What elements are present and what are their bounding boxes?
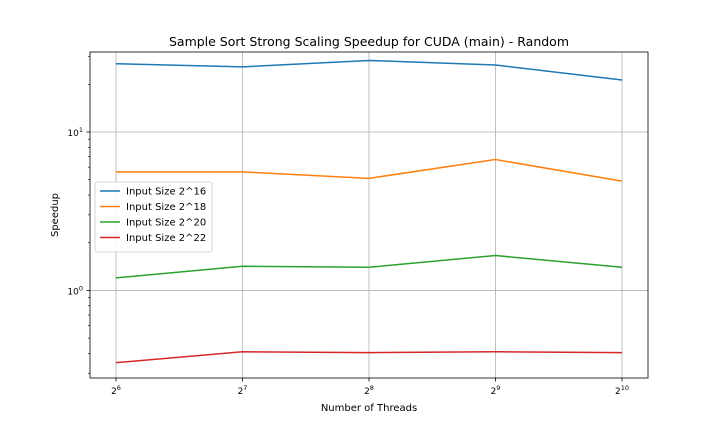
legend-label: Input Size 2^18 (126, 202, 206, 213)
chart-title: Sample Sort Strong Scaling Speedup for C… (169, 34, 569, 49)
x-tick-label: 28 (364, 384, 374, 397)
legend: Input Size 2^16 Input Size 2^18 Input Size… (94, 181, 213, 253)
legend-label: Input Size 2^22 (126, 233, 206, 244)
y-tick-label: 101 (67, 126, 83, 139)
grid-lines (90, 52, 648, 378)
series-line-1 (115, 59, 623, 81)
x-axis-label: Number of Threads (321, 403, 417, 414)
legend-box (94, 181, 213, 253)
series-line-2 (116, 158, 623, 182)
x-tick-label: 210 (615, 384, 629, 397)
series-line-3 (115, 254, 623, 279)
y-tick-label: 100 (67, 284, 83, 297)
series-layer (115, 59, 623, 364)
legend-label: Input Size 2^16 (126, 187, 206, 198)
series-line-4 (115, 351, 623, 364)
x-tick-label: 26 (111, 384, 121, 397)
y-axis-label: Speedup (50, 193, 61, 237)
y-axis-ticks: 100 101 (67, 126, 90, 297)
legend-label: Input Size 2^20 (126, 218, 206, 229)
x-tick-label: 29 (491, 384, 501, 397)
x-axis-ticks: 26 27 28 29 210 (111, 378, 629, 397)
x-tick-label: 27 (238, 384, 248, 397)
